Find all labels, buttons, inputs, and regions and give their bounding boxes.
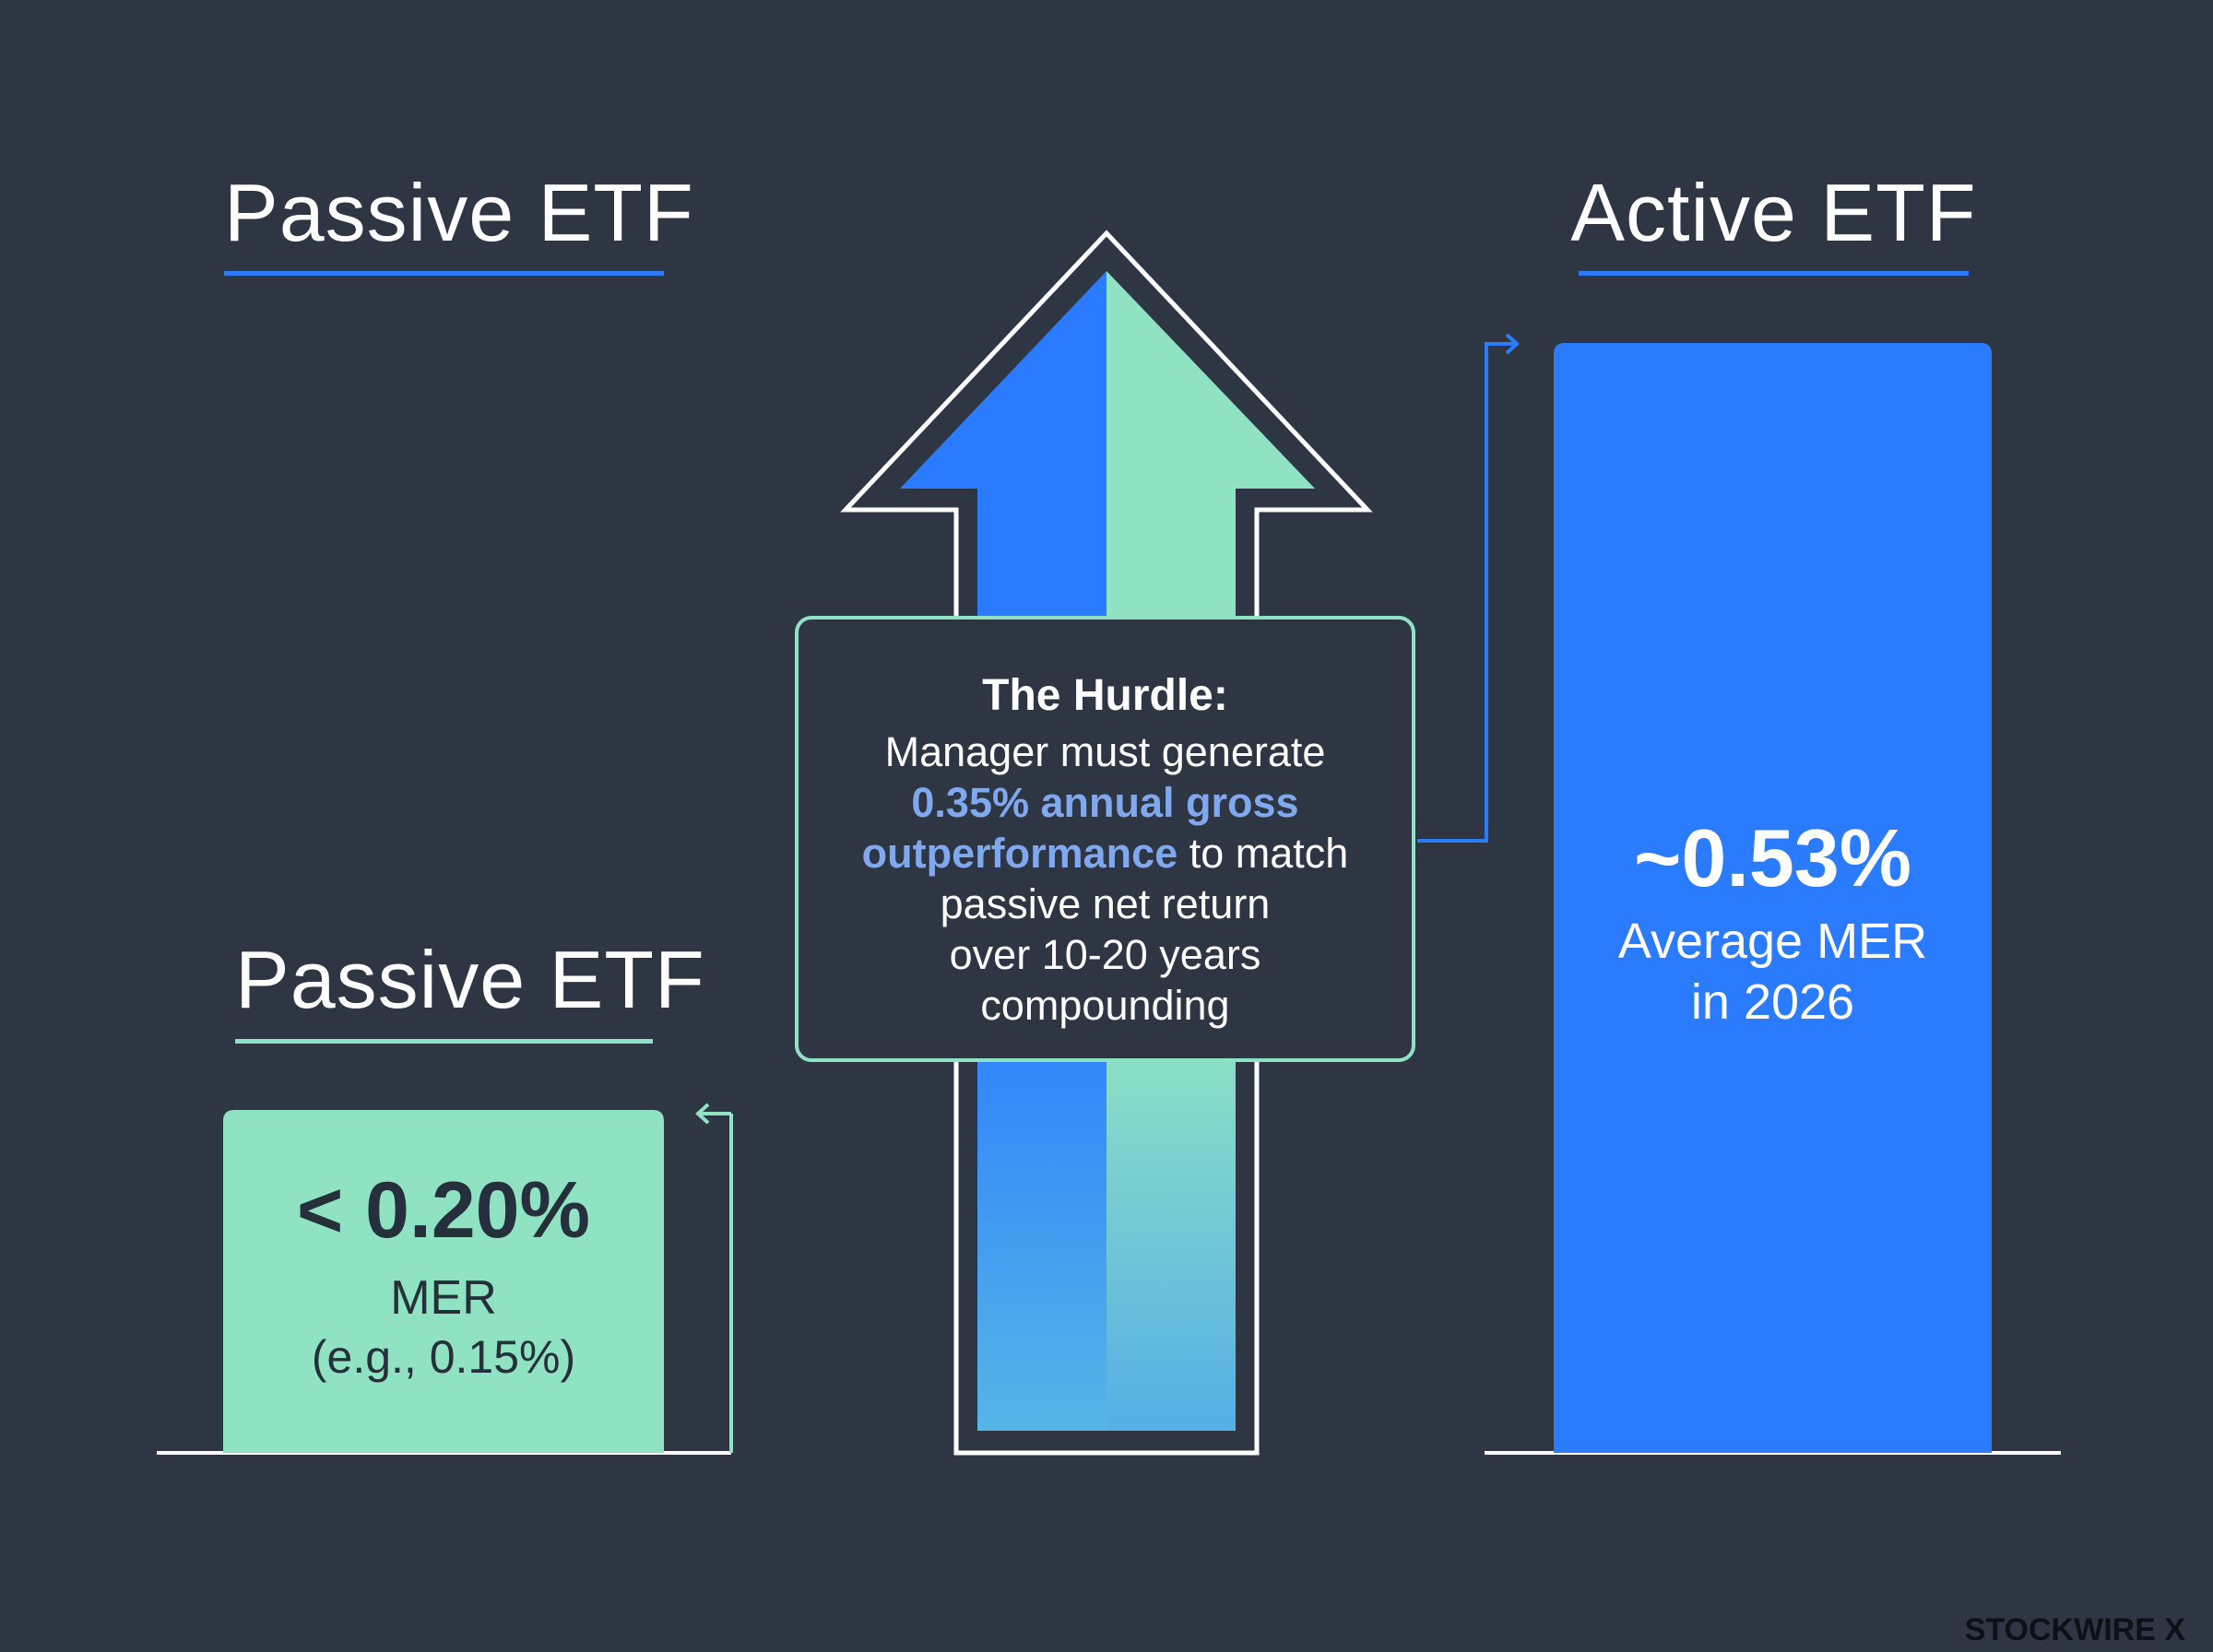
passive-mer-box: [223, 1110, 664, 1453]
passive-mer-value: < 0.20%: [297, 1166, 590, 1255]
active-mer-label-line1: Average MER: [1617, 914, 1928, 969]
passive-bottom-underline: [235, 1039, 653, 1044]
active-mer-box: [1554, 343, 1992, 1453]
passive-mer-example: (e.g., 0.15%): [311, 1331, 576, 1383]
connector-left-arrowhead: [695, 1103, 710, 1125]
active-etf-title: Active ETF: [1570, 167, 1977, 258]
hurdle-line-6: compounding: [980, 982, 1230, 1029]
hurdle-line-1: Manager must generate: [884, 728, 1326, 775]
passive-etf-title-bottom: Passive ETF: [235, 934, 705, 1025]
hurdle-line-5: over 10-20 years: [949, 931, 1261, 978]
hurdle-highlight-2: outperformance: [861, 830, 1178, 877]
stockwire-watermark: STOCKWIRE X: [1964, 1612, 2185, 1647]
connector-right-arrowhead: [1505, 333, 1520, 355]
hurdle-text: The Hurdle: Manager must generate 0.35% …: [799, 666, 1412, 1031]
hurdle-callout: The Hurdle: Manager must generate 0.35% …: [795, 616, 1415, 1062]
hurdle-line-3-rest: to match: [1178, 830, 1349, 877]
connector-right: [1417, 342, 1516, 843]
passive-mer-label: MER: [390, 1271, 497, 1325]
passive-top-underline: [224, 271, 664, 276]
active-mer-label-line2: in 2026: [1690, 974, 1855, 1030]
passive-etf-title-top: Passive ETF: [224, 167, 694, 258]
hurdle-line-4: passive net return: [940, 880, 1271, 927]
hurdle-title: The Hurdle:: [982, 671, 1228, 720]
arrow-outline: [840, 230, 1373, 1456]
active-underline: [1579, 271, 1969, 276]
hurdle-line-3: outperformance to match: [799, 828, 1412, 879]
active-mer-value: ~0.53%: [1634, 812, 1911, 903]
hurdle-highlight-1: 0.35% annual gross: [911, 779, 1299, 826]
